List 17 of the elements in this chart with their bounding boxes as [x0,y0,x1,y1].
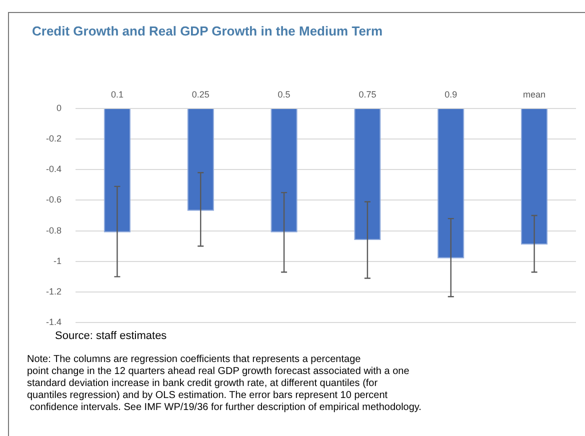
y-tick-label: -0.8 [46,225,62,236]
y-tick-label: -1 [53,256,62,266]
y-tick-label: -0.6 [46,194,62,205]
x-tick-label: 0.9 [444,89,458,100]
source-note: Source: staff estimates [55,330,167,342]
y-tick-label: -1.2 [46,286,62,296]
text: Note: The columns are regression coefficients that represents a percentage point change in the 12 quarters ahead real GDP growth forecast associated with a one standard deviation increase in bank credit growth rate, at different quantiles (for quantiles regression) and by OLS estimation. The error bars represent 10 percent confidence intervals. See IMF WP/19/36 for further description of empirical methodology. [27,354,422,414]
y-tick-label: 0 [56,102,62,113]
y-tick-label: -0.4 [46,164,62,174]
y-tick-label: -0.2 [46,133,62,144]
x-tick-label: mean [523,89,546,100]
x-tick-label: 0.25 [192,89,210,100]
x-tick-label: 0.5 [278,89,290,100]
chart-title: Credit Growth and Real GDP Growth in the Medium Term [32,23,383,38]
x-tick-label: 0.75 [358,89,376,100]
y-tick-label: -1.4 [46,317,62,328]
x-tick-label: 0.1 [110,89,124,100]
